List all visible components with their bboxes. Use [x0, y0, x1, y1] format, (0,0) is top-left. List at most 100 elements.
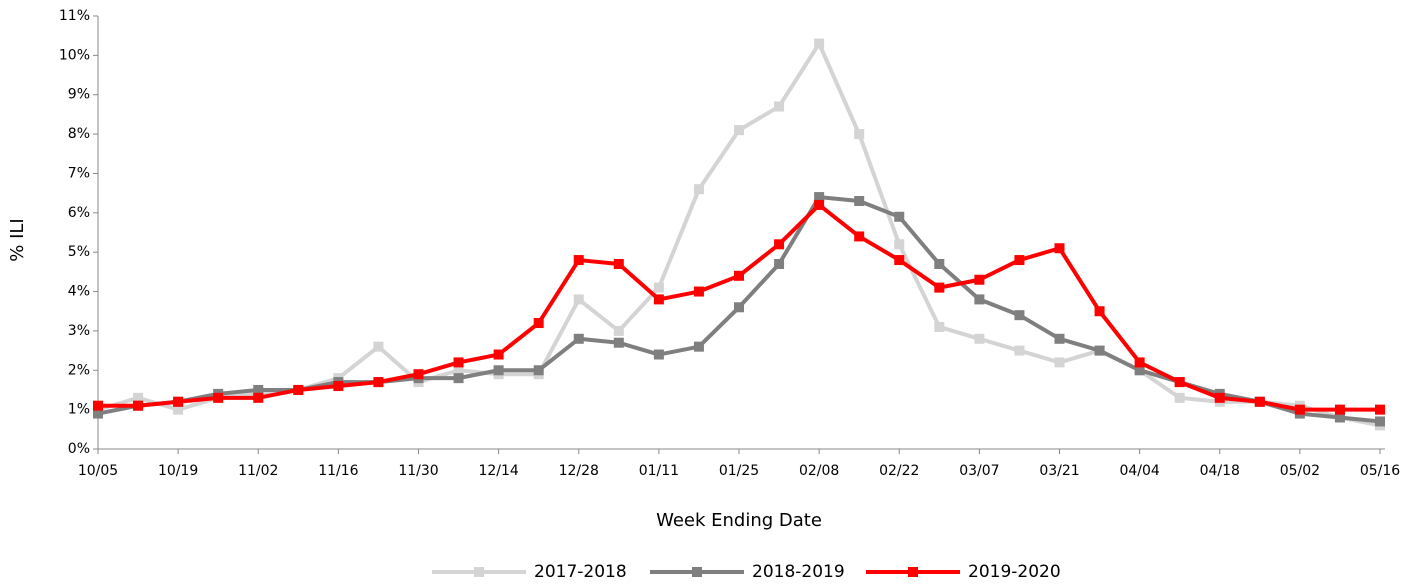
point-marker [974, 333, 985, 344]
point-marker [533, 365, 544, 376]
x-tick-label: 01/11 [639, 463, 679, 479]
point-marker [613, 258, 624, 269]
point-marker [1054, 357, 1065, 368]
y-tick-label: 2% [68, 362, 90, 378]
point-marker [93, 408, 103, 419]
point-marker [1134, 365, 1145, 376]
y-tick-label: 9% [68, 87, 90, 103]
legend-label: 2019-2020 [968, 562, 1061, 582]
point-marker [373, 377, 384, 388]
x-tick-label: 03/07 [959, 463, 999, 479]
point-marker [1174, 392, 1185, 403]
point-marker [1134, 357, 1145, 368]
x-tick-label: 10/19 [158, 463, 198, 479]
x-tick-label: 10/05 [78, 463, 118, 479]
x-tick-label: 05/02 [1280, 463, 1320, 479]
point-marker [1054, 243, 1065, 254]
point-marker [894, 255, 905, 266]
y-axis-title: % ILI [7, 218, 28, 261]
point-marker [653, 294, 664, 305]
point-marker [1254, 396, 1265, 407]
point-marker [814, 38, 825, 49]
point-marker [1014, 345, 1025, 356]
point-marker [173, 404, 184, 415]
point-marker [1014, 255, 1025, 266]
y-tick-label: 5% [68, 244, 90, 260]
point-marker [894, 211, 905, 222]
point-marker [734, 270, 744, 281]
y-tick-label: 1% [68, 402, 90, 418]
point-marker [453, 365, 464, 376]
y-tick-label: 0% [68, 441, 90, 457]
x-tick-label: 12/14 [478, 463, 518, 479]
point-marker [814, 199, 825, 210]
legend-label: 2017-2018 [534, 562, 627, 582]
x-tick-label: 11/16 [318, 463, 358, 479]
point-marker [734, 125, 744, 136]
point-marker [493, 349, 504, 360]
point-marker [774, 101, 785, 112]
point-marker [333, 381, 344, 392]
y-tick-label: 6% [68, 205, 90, 221]
y-tick-label: 8% [68, 126, 90, 142]
point-marker [934, 258, 945, 269]
x-tick-label: 11/30 [398, 463, 438, 479]
point-marker [413, 369, 424, 380]
point-marker [453, 357, 464, 368]
y-tick-label: 7% [68, 165, 90, 181]
y-tick-label: 4% [68, 284, 90, 300]
x-tick-label: 03/21 [1039, 463, 1079, 479]
point-marker [653, 282, 664, 293]
point-marker [1054, 333, 1065, 344]
point-marker [213, 392, 224, 403]
point-marker [173, 396, 184, 407]
point-marker [854, 129, 865, 140]
x-tick-label: 04/18 [1200, 463, 1240, 479]
point-marker [974, 274, 985, 285]
point-marker [734, 302, 744, 313]
point-marker [453, 373, 464, 384]
point-marker [693, 286, 704, 297]
point-marker [573, 333, 584, 344]
point-marker [493, 365, 504, 376]
point-marker [1334, 412, 1345, 423]
point-marker [693, 341, 704, 352]
point-marker [1334, 404, 1345, 415]
point-marker [854, 231, 865, 242]
x-tick-label: 02/08 [799, 463, 839, 479]
point-marker [253, 392, 264, 403]
legend-marker [474, 567, 484, 577]
point-marker [774, 239, 785, 250]
point-marker [573, 294, 584, 305]
point-marker [934, 321, 945, 332]
x-tick-label: 02/22 [879, 463, 919, 479]
point-marker [974, 294, 985, 305]
x-tick-label: 04/04 [1119, 463, 1159, 479]
point-marker [934, 282, 945, 293]
x-tick-label: 11/02 [238, 463, 278, 479]
x-axis-title: Week Ending Date [656, 510, 822, 531]
point-marker [573, 255, 584, 266]
point-marker [1375, 416, 1385, 427]
point-marker [1014, 310, 1025, 321]
point-marker [1375, 404, 1385, 415]
point-marker [373, 341, 384, 352]
point-marker [1174, 377, 1185, 388]
point-marker [293, 384, 304, 395]
legend-label: 2018-2019 [752, 562, 845, 582]
point-marker [133, 392, 144, 403]
point-marker [133, 400, 144, 411]
series-line [97, 41, 1381, 428]
x-tick-label: 01/25 [719, 463, 759, 479]
point-marker [693, 184, 704, 195]
point-marker [894, 239, 905, 250]
point-marker [854, 196, 865, 207]
point-marker [814, 192, 825, 203]
point-marker [253, 384, 264, 395]
point-marker [774, 258, 785, 269]
point-marker [1094, 306, 1105, 317]
point-marker [613, 325, 624, 336]
point-marker [1094, 345, 1105, 356]
